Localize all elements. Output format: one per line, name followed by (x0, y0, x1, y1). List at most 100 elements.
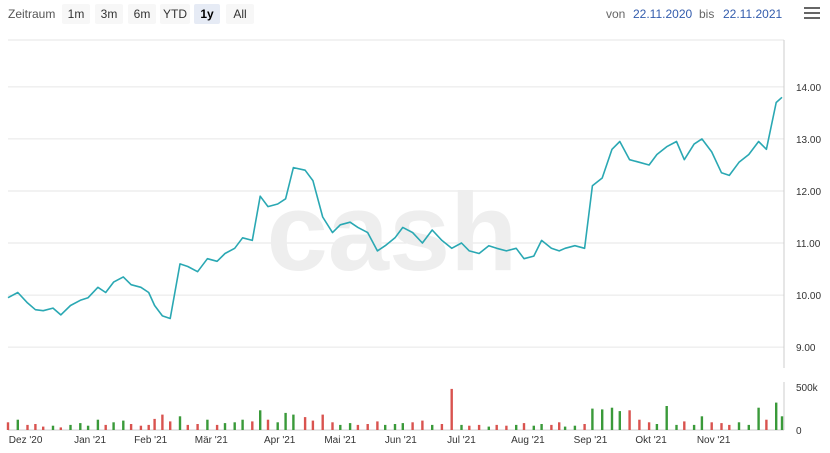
volume-bar (655, 424, 659, 430)
volume-bar (421, 420, 424, 430)
volume-bar (276, 422, 279, 430)
volume-bar (638, 419, 641, 430)
volume-bar (628, 410, 631, 430)
volume-bar (26, 424, 29, 430)
volume-bar (339, 424, 342, 430)
volume-bar (348, 423, 352, 430)
volume-bar (477, 424, 481, 430)
volume-bar (42, 426, 45, 430)
x-tick-label: Feb '21 (134, 435, 167, 446)
volume-bar (610, 407, 614, 430)
volume-bar (720, 423, 723, 430)
volume-bar (468, 425, 471, 430)
y-tick-label: 13.00 (796, 135, 821, 146)
volume-bar (206, 419, 209, 430)
volume-bar (241, 419, 244, 430)
x-tick-label: Sep '21 (574, 435, 608, 446)
volume-bar (321, 414, 324, 430)
volume-bar (550, 424, 553, 430)
x-tick-label: Dez '20 (9, 435, 43, 446)
volume-bar (440, 424, 444, 430)
volume-bar (393, 424, 397, 430)
watermark: cash (267, 171, 518, 294)
volume-bar (765, 419, 768, 430)
volume-bar (460, 424, 463, 430)
volume-bar (161, 414, 164, 430)
volume-bar (563, 426, 567, 430)
volume-bar (522, 423, 526, 430)
x-axis-labels: Dez '20 Jan '21 Feb '21 Mär '21 Apr '21 Mai '… (9, 435, 731, 446)
to-date-input[interactable]: 22.11.2021 (723, 7, 783, 21)
volume-bar (710, 422, 713, 430)
volume-bar (757, 407, 760, 430)
volume-bar (79, 423, 82, 430)
volume-bar (186, 424, 189, 430)
volume-bar (34, 424, 37, 430)
volume-bar (16, 419, 19, 430)
volume-bar (618, 411, 621, 430)
x-tick-label: Okt '21 (635, 435, 667, 446)
to-label: bis (699, 7, 715, 21)
range-button-ytd[interactable]: YTD (160, 4, 190, 24)
volume-bar (178, 416, 182, 430)
volume-bar (129, 424, 133, 430)
from-date-input[interactable]: 22.11.2020 (633, 7, 693, 21)
range-button-3m[interactable]: 3m (95, 4, 123, 24)
y-tick-label: 12.00 (796, 187, 821, 198)
volume-bar (401, 423, 404, 430)
volume-bar (356, 424, 360, 430)
y-tick-label: 10.00 (796, 291, 821, 302)
volume-bar (139, 425, 143, 430)
x-tick-label: Mär '21 (195, 435, 228, 446)
volume-bar (215, 424, 219, 430)
volume-bar (675, 424, 678, 430)
volume-bar (737, 422, 741, 430)
volume-bar (311, 420, 315, 430)
hamburger-menu-icon[interactable] (804, 7, 820, 21)
range-button-1m[interactable]: 1m (62, 4, 90, 24)
volume-bar (59, 427, 62, 430)
volume-bar (96, 419, 100, 430)
volume-tick-label: 500k (796, 383, 819, 394)
range-button-6m[interactable]: 6m (128, 4, 156, 24)
zoom-label: Zeitraum (8, 7, 56, 21)
range-button-1y[interactable]: 1y (194, 4, 220, 24)
volume-bar (223, 423, 227, 430)
y-tick-label: 9.00 (796, 343, 816, 354)
y-axis-labels: 9.00 10.00 11.00 12.00 13.00 14.00 0 500k (796, 83, 821, 437)
volume-bar (665, 406, 668, 430)
volume-bar (233, 422, 236, 430)
volume-bar (780, 416, 784, 430)
volume-bar (292, 414, 295, 430)
volume-bar (450, 388, 453, 430)
volume-bar (683, 421, 686, 430)
volume-bar (196, 424, 199, 430)
volume-bar (601, 409, 604, 430)
volume-bar (540, 424, 543, 430)
volume-bar (169, 421, 172, 430)
x-tick-label: Nov '21 (697, 435, 731, 446)
volume-bar (284, 412, 287, 430)
volume-bar (647, 422, 651, 430)
volume-bar (122, 420, 125, 430)
volume-bars (6, 388, 784, 430)
y-tick-label: 11.00 (796, 239, 821, 250)
volume-bar (747, 424, 750, 430)
x-tick-label: Jan '21 (74, 435, 106, 446)
volume-bar (700, 416, 704, 430)
volume-bar (86, 425, 90, 430)
volume-bar (384, 424, 387, 430)
volume-bar (266, 419, 270, 430)
chart-toolbar: Zeitraum 1m 3m 6m YTD 1y All von 22.11.2… (0, 0, 830, 30)
volume-bar (591, 408, 594, 430)
x-tick-label: Jul '21 (447, 435, 476, 446)
y-tick-label: 14.00 (796, 83, 821, 94)
range-button-all[interactable]: All (226, 4, 254, 24)
volume-bar (69, 424, 72, 430)
volume-bar (431, 424, 434, 430)
volume-bar (495, 424, 498, 430)
volume-bar (411, 422, 414, 430)
volume-bar (251, 421, 254, 430)
volume-bar (728, 424, 731, 430)
